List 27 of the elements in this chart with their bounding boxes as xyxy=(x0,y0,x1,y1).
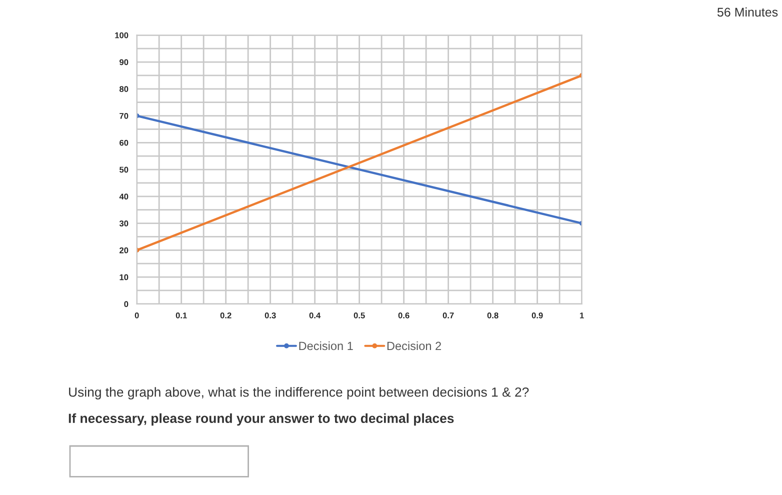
legend-label: Decision 1 xyxy=(299,341,353,350)
y-tick-label: 80 xyxy=(120,86,128,92)
y-tick-label: 90 xyxy=(120,59,128,66)
x-tick-label: 0.8 xyxy=(487,312,498,318)
y-tick-label: 70 xyxy=(120,112,128,119)
y-tick-label: 0 xyxy=(124,301,128,308)
text: Using the graph above, what is the indifference point between decisions 1 & 2? xyxy=(69,387,529,400)
y-tick-label: 60 xyxy=(120,140,128,146)
legend-label: Decision 2 xyxy=(387,341,442,350)
x-tick-label: 0.1 xyxy=(176,312,187,318)
text: 56 Minutes xyxy=(717,7,778,17)
x-tick-label: 0.9 xyxy=(532,312,543,318)
x-tick-label: 0.3 xyxy=(264,312,276,318)
y-tick-label: 20 xyxy=(120,247,128,254)
text: If necessary, please round your answer to two decimal places xyxy=(68,413,454,426)
x-tick-label: 1 xyxy=(580,312,584,318)
x-tick-label: 0.6 xyxy=(398,312,410,318)
y-tick-label: 30 xyxy=(119,220,128,226)
x-tick-label: 0 xyxy=(134,312,139,318)
x-tick-label: 0.5 xyxy=(354,312,365,318)
y-tick-label: 100 xyxy=(115,32,128,38)
x-tick-label: 0.4 xyxy=(309,312,321,318)
y-tick-label: 40 xyxy=(119,194,128,200)
y-tick-label: 50 xyxy=(120,166,128,173)
x-tick-label: 0.2 xyxy=(220,312,232,318)
y-tick-label: 10 xyxy=(120,274,128,280)
x-tick-label: 0.7 xyxy=(442,312,454,318)
